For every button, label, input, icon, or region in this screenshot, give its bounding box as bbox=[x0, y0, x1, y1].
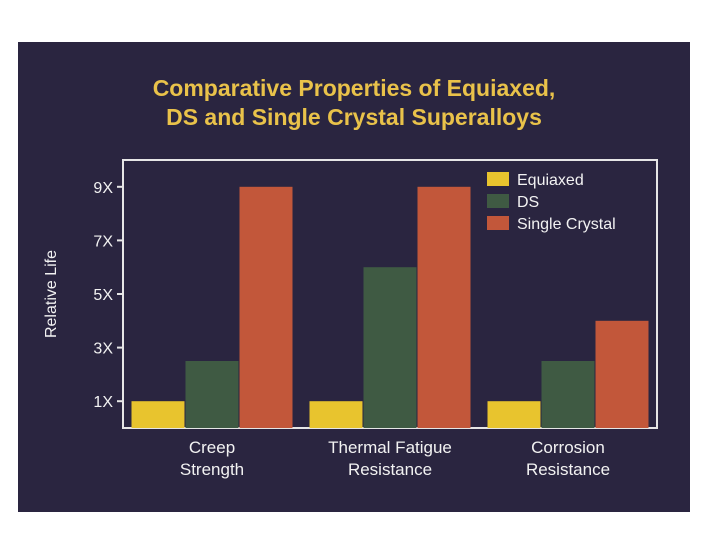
legend-label: Equiaxed bbox=[517, 172, 584, 189]
category-label: Strength bbox=[180, 460, 244, 479]
category-label: Resistance bbox=[526, 460, 610, 479]
legend-label: DS bbox=[517, 194, 539, 211]
bar-equiaxed bbox=[131, 401, 185, 428]
y-axis-label: Relative Life bbox=[43, 250, 60, 338]
y-tick-label: 3X bbox=[93, 341, 113, 358]
legend-swatch bbox=[487, 216, 509, 230]
bar-single-crystal bbox=[417, 186, 471, 428]
category-label: Resistance bbox=[348, 460, 432, 479]
legend-label: Single Crystal bbox=[517, 216, 616, 233]
bar-equiaxed bbox=[487, 401, 541, 428]
bar-equiaxed bbox=[309, 401, 363, 428]
legend-swatch bbox=[487, 194, 509, 208]
y-tick-label: 1X bbox=[93, 394, 113, 411]
category-label: Thermal Fatigue bbox=[328, 438, 452, 457]
bar-ds bbox=[541, 361, 595, 428]
category-label: Creep bbox=[189, 438, 235, 457]
chart-title-line-1: Comparative Properties of Equiaxed, bbox=[152, 75, 556, 101]
legend-swatch bbox=[487, 172, 509, 186]
y-tick-label: 9X bbox=[93, 180, 113, 197]
bar-ds bbox=[363, 267, 417, 428]
category-label: Corrosion bbox=[531, 438, 605, 457]
chart-title-line-2: DS and Single Crystal Superalloys bbox=[166, 104, 542, 130]
slide-background bbox=[18, 42, 690, 512]
y-tick-label: 7X bbox=[93, 233, 113, 250]
y-tick-label: 5X bbox=[93, 287, 113, 304]
bar-single-crystal bbox=[239, 186, 293, 428]
bar-ds bbox=[185, 361, 239, 428]
bar-single-crystal bbox=[595, 320, 649, 428]
